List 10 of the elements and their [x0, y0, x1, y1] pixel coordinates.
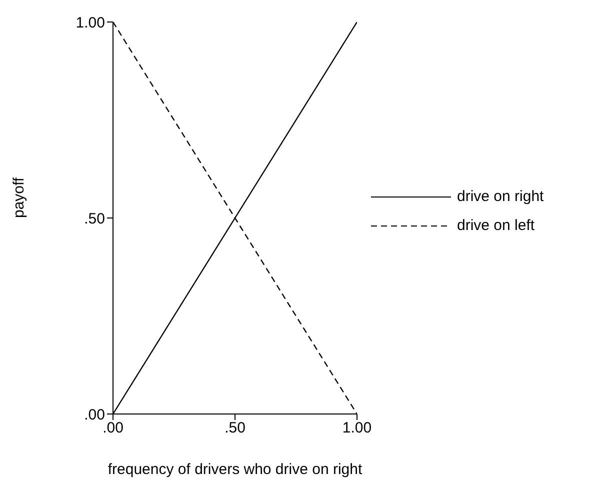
- x-tick-label: .50: [224, 420, 246, 437]
- text: drive on right: [457, 188, 544, 205]
- x-tick-label: 1.00: [342, 420, 372, 437]
- text: drive on left: [457, 217, 535, 234]
- y-tick-label: .00: [84, 406, 105, 424]
- y-axis-title: payoff: [10, 176, 28, 218]
- y-tick-label: .50: [84, 210, 105, 228]
- x-axis-title: frequency of drivers who drive on right: [108, 461, 363, 478]
- x-tick-label: .00: [102, 420, 124, 437]
- y-tick-label: 1.00: [76, 14, 105, 32]
